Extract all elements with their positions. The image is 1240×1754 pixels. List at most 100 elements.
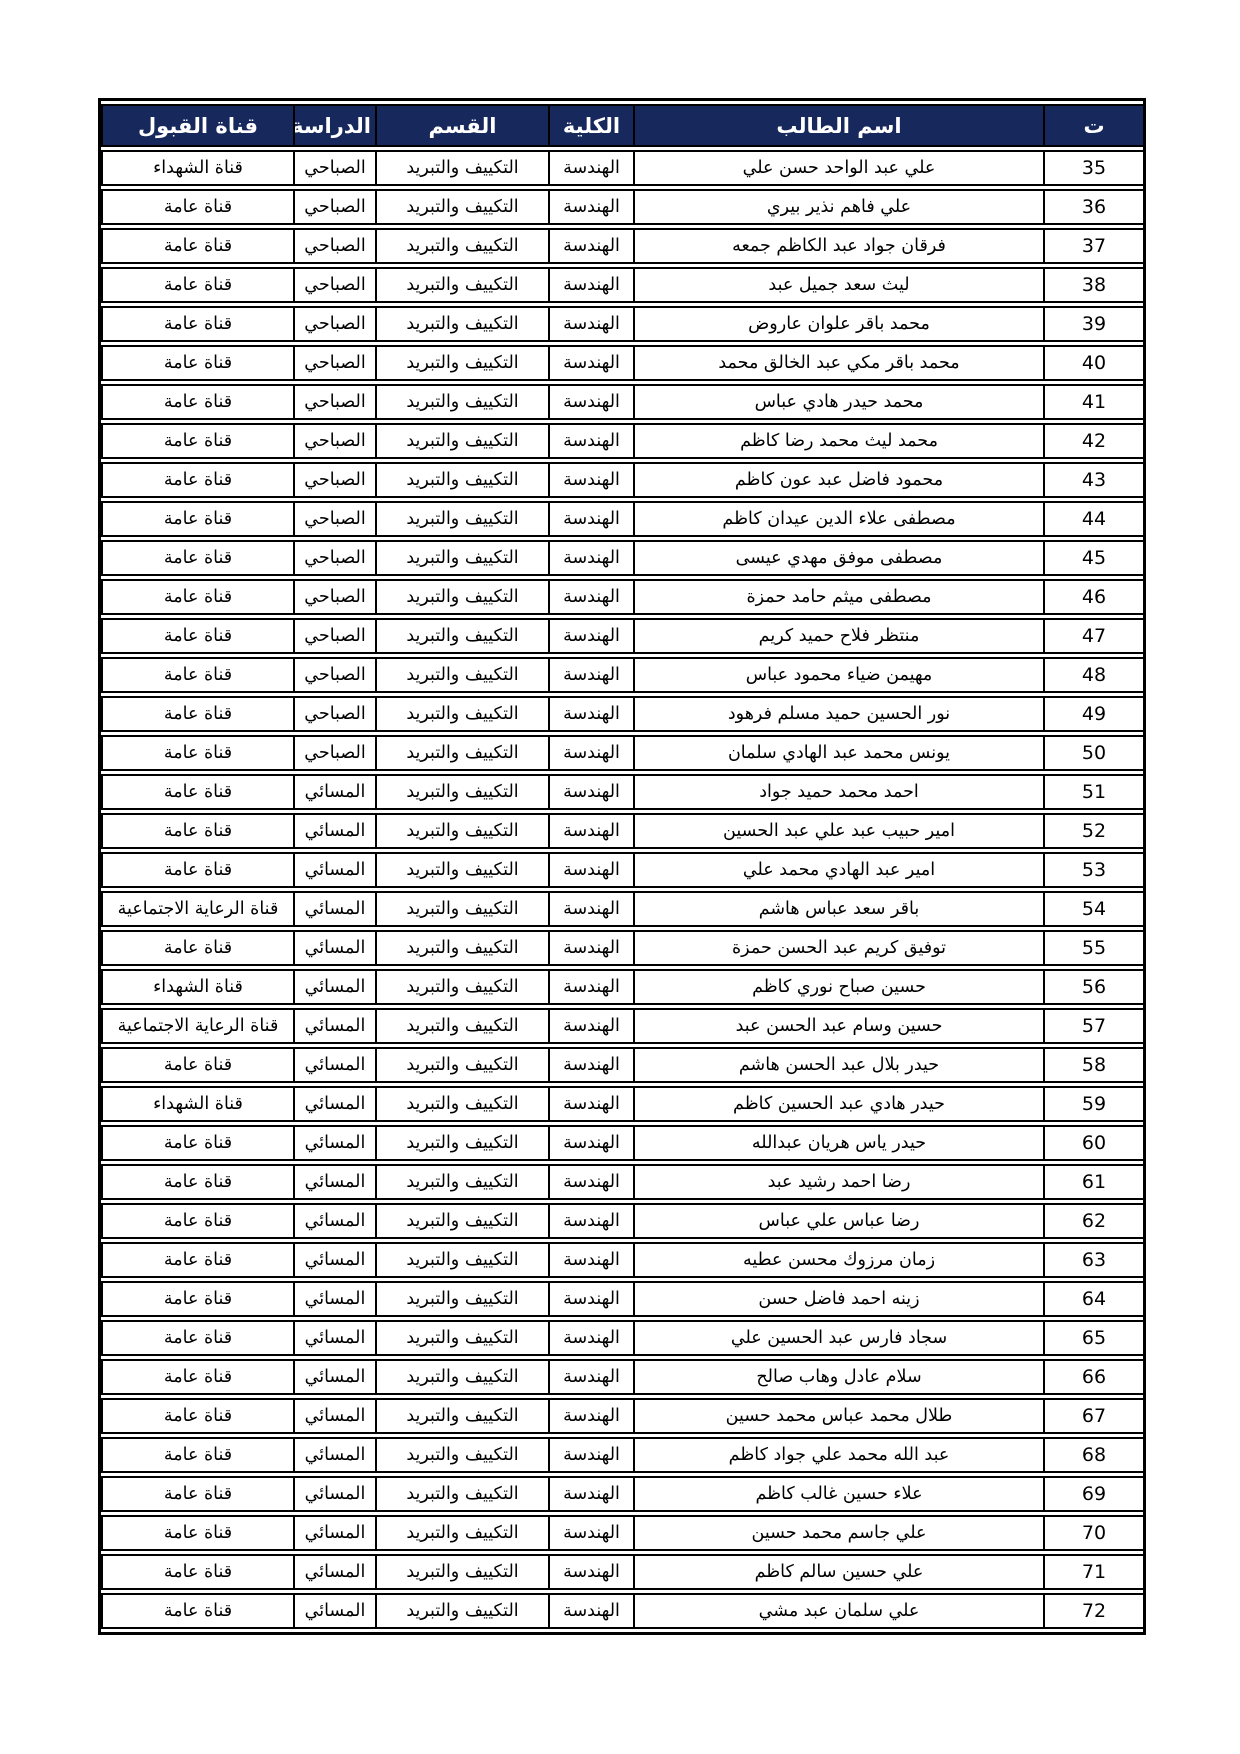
cell-department: التكييف والتبريد	[375, 1398, 548, 1434]
cell-study-type: المسائي	[293, 1203, 375, 1239]
cell-number: 44	[1043, 501, 1143, 537]
cell-admission-channel: قناة عامة	[101, 696, 293, 732]
cell-student-name: علي سلمان عبد مشي	[633, 1593, 1043, 1629]
cell-department: التكييف والتبريد	[375, 1515, 548, 1551]
table-row: 61 رضا احمد رشيد عبد الهندسة التكييف وال…	[101, 1164, 1143, 1200]
table-row: 52 امير حبيب عبد علي عبد الحسين الهندسة …	[101, 813, 1143, 849]
cell-college: الهندسة	[548, 1398, 633, 1434]
table-row: 72 علي سلمان عبد مشي الهندسة التكييف وال…	[101, 1593, 1143, 1629]
cell-study-type: المسائي	[293, 930, 375, 966]
cell-admission-channel: قناة عامة	[101, 228, 293, 264]
cell-number: 39	[1043, 306, 1143, 342]
cell-number: 54	[1043, 891, 1143, 927]
cell-college: الهندسة	[548, 267, 633, 303]
cell-student-name: يونس محمد عبد الهادي سلمان	[633, 735, 1043, 771]
table-row: 59 حيدر هادي عبد الحسين كاظم الهندسة الت…	[101, 1086, 1143, 1122]
cell-student-name: حيدر هادي عبد الحسين كاظم	[633, 1086, 1043, 1122]
cell-student-name: احمد محمد حميد جواد	[633, 774, 1043, 810]
cell-number: 66	[1043, 1359, 1143, 1395]
cell-college: الهندسة	[548, 696, 633, 732]
cell-study-type: الصباحي	[293, 579, 375, 615]
cell-college: الهندسة	[548, 1554, 633, 1590]
table-row: 56 حسين صباح نوري كاظم الهندسة التكييف و…	[101, 969, 1143, 1005]
cell-student-name: توفيق كريم عبد الحسن حمزة	[633, 930, 1043, 966]
cell-study-type: المسائي	[293, 774, 375, 810]
cell-admission-channel: قناة عامة	[101, 852, 293, 888]
table-row: 37 فرقان جواد عبد الكاظم جمعه الهندسة ال…	[101, 228, 1143, 264]
table-row: 35 علي عبد الواحد حسن علي الهندسة التكيي…	[101, 150, 1143, 186]
cell-student-name: حيدر بلال عبد الحسن هاشم	[633, 1047, 1043, 1083]
cell-student-name: امير حبيب عبد علي عبد الحسين	[633, 813, 1043, 849]
cell-admission-channel: قناة عامة	[101, 1320, 293, 1356]
cell-student-name: محمد باقر علوان عاروض	[633, 306, 1043, 342]
cell-department: التكييف والتبريد	[375, 1554, 548, 1590]
table-header-row: ت اسم الطالب الكلية القسم الدراسة قناة ا…	[101, 104, 1143, 147]
cell-study-type: الصباحي	[293, 657, 375, 693]
cell-student-name: محمود فاضل عبد عون كاظم	[633, 462, 1043, 498]
table-row: 57 حسين وسام عبد الحسن عبد الهندسة التكي…	[101, 1008, 1143, 1044]
cell-number: 38	[1043, 267, 1143, 303]
table-row: 51 احمد محمد حميد جواد الهندسة التكييف و…	[101, 774, 1143, 810]
table-row: 55 توفيق كريم عبد الحسن حمزة الهندسة الت…	[101, 930, 1143, 966]
table-row: 64 زينه احمد فاضل حسن الهندسة التكييف وا…	[101, 1281, 1143, 1317]
cell-study-type: المسائي	[293, 1008, 375, 1044]
cell-number: 61	[1043, 1164, 1143, 1200]
header-student-name: اسم الطالب	[633, 104, 1043, 147]
cell-college: الهندسة	[548, 1242, 633, 1278]
cell-student-name: ليث سعد جميل عبد	[633, 267, 1043, 303]
cell-department: التكييف والتبريد	[375, 579, 548, 615]
cell-admission-channel: قناة عامة	[101, 1515, 293, 1551]
cell-college: الهندسة	[548, 306, 633, 342]
table-row: 65 سجاد فارس عبد الحسين علي الهندسة التك…	[101, 1320, 1143, 1356]
table-row: 36 علي فاهم نذير بيري الهندسة التكييف وا…	[101, 189, 1143, 225]
cell-department: التكييف والتبريد	[375, 150, 548, 186]
cell-study-type: المسائي	[293, 1164, 375, 1200]
cell-study-type: المسائي	[293, 969, 375, 1005]
cell-number: 42	[1043, 423, 1143, 459]
cell-college: الهندسة	[548, 657, 633, 693]
cell-admission-channel: قناة عامة	[101, 579, 293, 615]
cell-department: التكييف والتبريد	[375, 306, 548, 342]
cell-admission-channel: قناة عامة	[101, 813, 293, 849]
cell-admission-channel: قناة عامة	[101, 384, 293, 420]
cell-student-name: فرقان جواد عبد الكاظم جمعه	[633, 228, 1043, 264]
cell-college: الهندسة	[548, 1359, 633, 1395]
cell-study-type: الصباحي	[293, 462, 375, 498]
cell-college: الهندسة	[548, 579, 633, 615]
cell-study-type: المسائي	[293, 813, 375, 849]
cell-college: الهندسة	[548, 462, 633, 498]
cell-admission-channel: قناة عامة	[101, 1203, 293, 1239]
cell-department: التكييف والتبريد	[375, 930, 548, 966]
cell-college: الهندسة	[548, 384, 633, 420]
table-row: 53 امير عبد الهادي محمد علي الهندسة التك…	[101, 852, 1143, 888]
cell-student-name: نور الحسين حميد مسلم فرهود	[633, 696, 1043, 732]
cell-study-type: المسائي	[293, 1398, 375, 1434]
cell-number: 58	[1043, 1047, 1143, 1083]
cell-admission-channel: قناة عامة	[101, 1398, 293, 1434]
cell-study-type: المسائي	[293, 1476, 375, 1512]
cell-college: الهندسة	[548, 1515, 633, 1551]
cell-college: الهندسة	[548, 423, 633, 459]
cell-college: الهندسة	[548, 930, 633, 966]
cell-student-name: باقر سعد عباس هاشم	[633, 891, 1043, 927]
cell-study-type: الصباحي	[293, 384, 375, 420]
cell-student-name: امير عبد الهادي محمد علي	[633, 852, 1043, 888]
header-admission-channel: قناة القبول	[101, 104, 293, 147]
cell-study-type: المسائي	[293, 1086, 375, 1122]
cell-student-name: علي جاسم محمد حسين	[633, 1515, 1043, 1551]
table-row: 71 علي حسين سالم كاظم الهندسة التكييف وا…	[101, 1554, 1143, 1590]
cell-study-type: الصباحي	[293, 501, 375, 537]
cell-admission-channel: قناة عامة	[101, 1554, 293, 1590]
cell-department: التكييف والتبريد	[375, 1281, 548, 1317]
cell-number: 60	[1043, 1125, 1143, 1161]
cell-student-name: سلام عادل وهاب صالح	[633, 1359, 1043, 1395]
cell-department: التكييف والتبريد	[375, 735, 548, 771]
cell-number: 45	[1043, 540, 1143, 576]
cell-number: 55	[1043, 930, 1143, 966]
cell-department: التكييف والتبريد	[375, 462, 548, 498]
cell-number: 35	[1043, 150, 1143, 186]
cell-college: الهندسة	[548, 1593, 633, 1629]
cell-study-type: المسائي	[293, 1125, 375, 1161]
cell-admission-channel: قناة الرعاية الاجتماعية	[101, 891, 293, 927]
cell-college: الهندسة	[548, 774, 633, 810]
